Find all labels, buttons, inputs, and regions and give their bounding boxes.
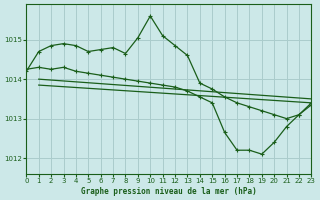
X-axis label: Graphe pression niveau de la mer (hPa): Graphe pression niveau de la mer (hPa): [81, 187, 257, 196]
